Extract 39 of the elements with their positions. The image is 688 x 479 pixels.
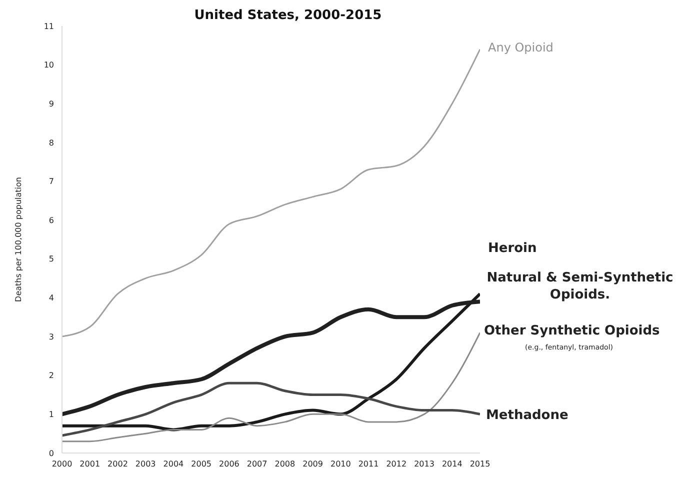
series-label: Any Opioid — [488, 40, 554, 54]
y-tick-label: 0 — [48, 448, 54, 458]
y-tick-label: 3 — [48, 332, 54, 342]
x-tick-label: 2009 — [302, 460, 323, 469]
x-tick-label: 2001 — [80, 460, 100, 469]
x-tick-label: 2012 — [386, 460, 407, 469]
x-tick-label: 2000 — [52, 460, 72, 469]
text: Heroin — [488, 240, 537, 256]
x-tick-label: 2013 — [414, 460, 434, 469]
y-tick-label: 10 — [44, 60, 54, 70]
x-tick-label: 2005 — [191, 460, 212, 469]
y-tick-label: 11 — [44, 22, 54, 31]
x-tick-label: 2006 — [219, 460, 240, 469]
line-series — [62, 382, 480, 437]
x-tick-label: 2008 — [274, 460, 296, 469]
y-tick-label: 6 — [48, 216, 54, 225]
line-series — [62, 332, 480, 442]
y-tick-label: 2 — [48, 371, 54, 380]
x-tick-label: 2004 — [163, 460, 184, 469]
y-tick-label: 7 — [48, 177, 54, 186]
x-tick-label: 2014 — [442, 460, 462, 469]
x-tick-label: 2002 — [108, 460, 128, 469]
x-tick-label: 2010 — [330, 460, 351, 469]
series-label: Methadone — [486, 408, 568, 424]
y-tick-label: 5 — [48, 254, 54, 264]
line-series — [62, 292, 480, 432]
y-tick-label: 9 — [48, 99, 54, 108]
y-axis-title: Deaths per 100,000 population — [14, 177, 23, 302]
series-label: Natural & Semi-Synthetic Opioids. — [486, 270, 674, 303]
x-tick-label: 2011 — [358, 460, 379, 469]
y-tick-label: 1 — [48, 410, 54, 420]
line-series — [62, 48, 480, 338]
x-tick-label: 2007 — [246, 460, 268, 469]
chart-title: United States, 2000-2015 — [193, 8, 383, 23]
y-tick-label: 8 — [48, 138, 54, 148]
x-tick-label: 2015 — [470, 460, 490, 469]
y-tick-label: 4 — [48, 294, 54, 303]
series-label: Other Synthetic Opioids — [484, 324, 660, 339]
x-tick-label: 2003 — [135, 460, 156, 469]
